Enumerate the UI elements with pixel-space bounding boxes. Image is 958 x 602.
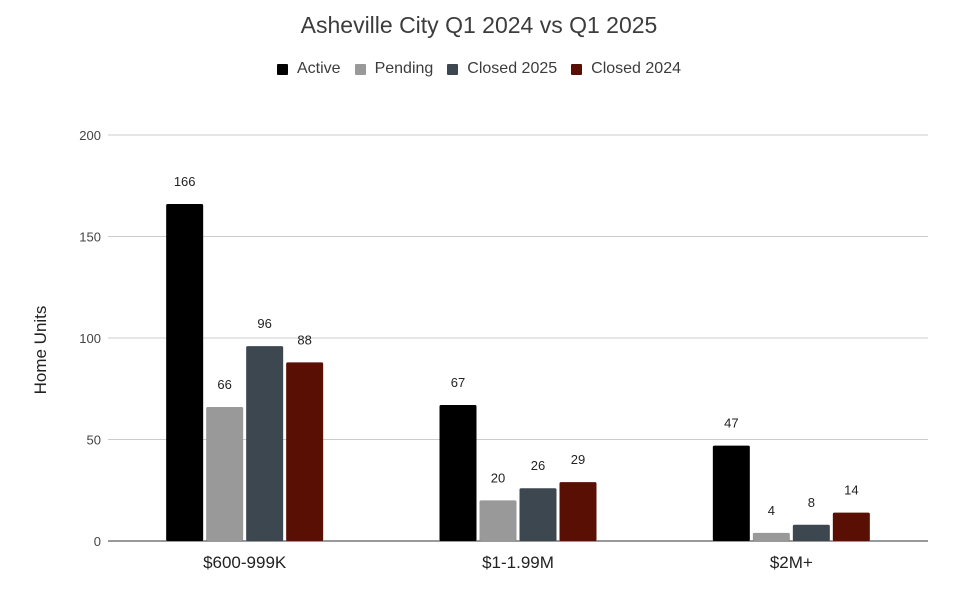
data-label-pending-1: 66 (217, 377, 231, 392)
legend-item-pending[interactable]: Pending (354, 60, 434, 78)
legend-swatch-closed-2024 (571, 63, 583, 75)
data-label-active-1: 166 (174, 174, 196, 189)
legend: Active Pending Closed 2025 Closed 2024 (0, 60, 958, 78)
data-label-closed-2024-1: 88 (297, 332, 311, 347)
bar-closed-2024-1 (286, 362, 324, 541)
y-tick-label-0: 0 (94, 534, 101, 549)
legend-label-pending: Pending (374, 60, 434, 77)
bar-active-3 (712, 445, 750, 541)
x-tick-label-3: $2M+ (770, 553, 813, 572)
data-label-closed-2025-3: 8 (808, 495, 815, 510)
legend-label-active: Active (297, 60, 341, 77)
data-label-active-2: 67 (451, 375, 465, 390)
x-tick-label-1: $600-999K (203, 553, 287, 572)
legend-label-closed-2024: Closed 2024 (591, 60, 681, 77)
bar-closed-2025-3 (792, 524, 830, 541)
data-label-closed-2025-1: 96 (257, 316, 271, 331)
bar-pending-3 (752, 532, 790, 541)
bar-pending-2 (479, 500, 517, 541)
legend-swatch-closed-2025 (447, 63, 459, 75)
data-label-active-3: 47 (724, 416, 738, 431)
y-tick-label-100: 100 (79, 331, 101, 346)
bar-closed-2025-1 (246, 346, 284, 541)
data-label-closed-2025-2: 26 (531, 458, 545, 473)
y-tick-label-50: 50 (87, 433, 101, 448)
legend-swatch-pending (354, 63, 366, 75)
bar-pending-1 (206, 407, 244, 541)
bar-active-2 (439, 404, 477, 541)
chart-title: Asheville City Q1 2024 vs Q1 2025 (300, 12, 658, 38)
data-label-closed-2024-3: 14 (844, 483, 858, 498)
y-tick-label-200: 200 (79, 128, 101, 143)
x-tick-label-2: $1-1.99M (482, 553, 554, 572)
data-label-pending-2: 20 (491, 470, 505, 485)
bar-closed-2024-2 (559, 482, 597, 541)
y-tick-label-150: 150 (79, 230, 101, 245)
legend-label-closed-2025: Closed 2025 (467, 60, 558, 77)
data-label-pending-3: 4 (768, 503, 775, 518)
data-label-closed-2024-2: 29 (571, 452, 585, 467)
bar-closed-2024-3 (832, 512, 870, 541)
legend-item-closed-2025[interactable]: Closed 2025 (447, 60, 557, 78)
legend-item-active[interactable]: Active (277, 60, 341, 78)
legend-swatch-active (277, 63, 288, 75)
bar-closed-2025-2 (519, 488, 557, 541)
bar-active-1 (166, 204, 204, 541)
legend-item-closed-2024[interactable]: Closed 2024 (571, 60, 681, 78)
